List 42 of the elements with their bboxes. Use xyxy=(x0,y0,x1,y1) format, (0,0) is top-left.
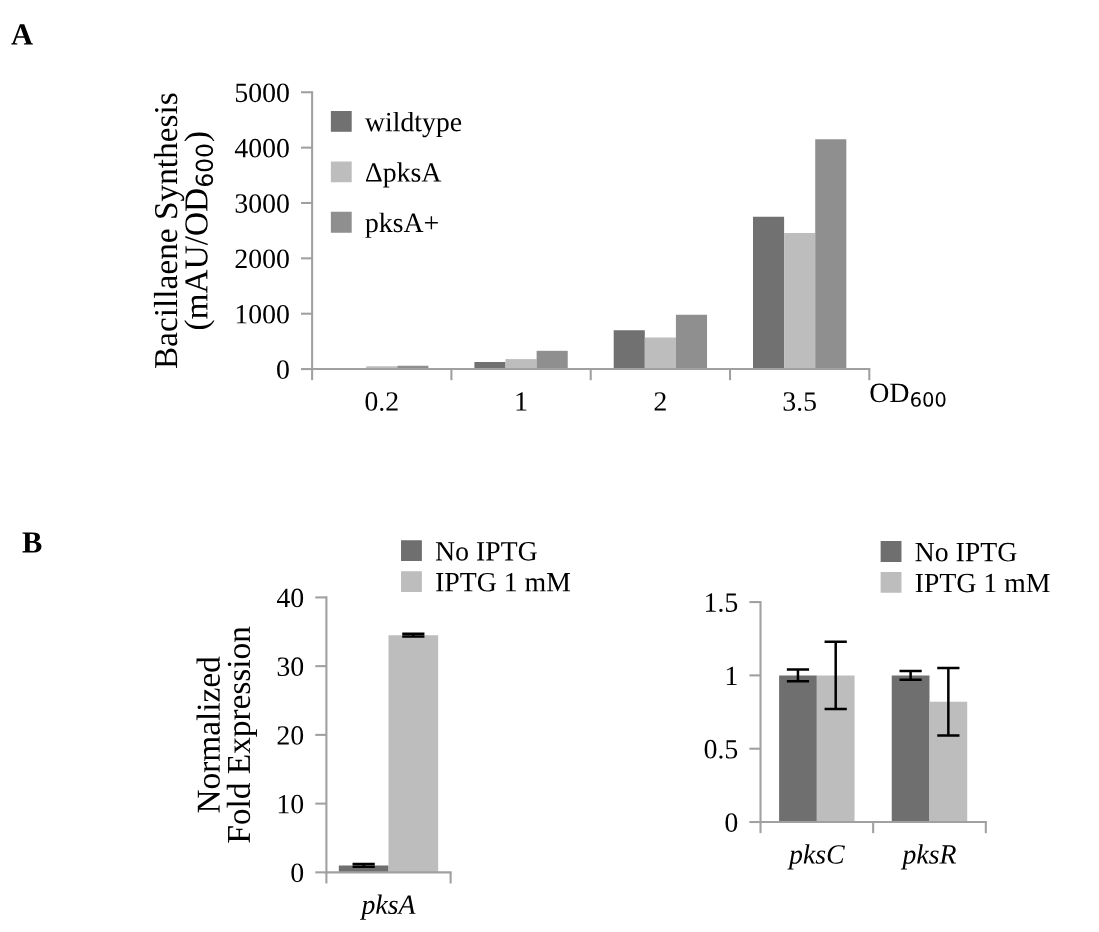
y-tick-label: 40 xyxy=(276,588,304,608)
bar xyxy=(613,330,645,370)
bar xyxy=(675,314,708,370)
x-axis-title: OD$_{600}$ xyxy=(870,383,946,407)
x-tick-label: 0.2 xyxy=(365,392,398,411)
y-tick-label: 1000 xyxy=(236,304,289,324)
text: B xyxy=(22,532,42,553)
bar xyxy=(644,337,676,370)
x-tick-label: pksC xyxy=(787,844,845,870)
x-tick-label: pksR xyxy=(900,844,957,870)
legend-label: wildtype xyxy=(364,111,462,138)
bar xyxy=(536,350,568,370)
y-tick-label: 30 xyxy=(277,657,304,677)
legend-label: ΔpksA xyxy=(365,162,442,188)
bar xyxy=(752,216,785,370)
x-tick-label: 3.5 xyxy=(783,392,816,411)
x-tick-label: 1 xyxy=(516,392,527,411)
y-tick-label: 0.5 xyxy=(704,739,738,759)
bar xyxy=(505,359,537,370)
y-tick-label: 10 xyxy=(278,794,304,814)
y-axis-title: Normalized Fold Expression xyxy=(196,626,257,843)
bar xyxy=(784,232,816,370)
y-axis-title: Bacillaene Synthesis (mAU/OD$_{600}$) xyxy=(153,93,215,369)
legend-label: pksA+ xyxy=(365,212,438,238)
text: A xyxy=(11,24,33,45)
y-tick-label: 2000 xyxy=(235,249,289,269)
y-tick-label: 4000 xyxy=(234,138,289,158)
y-tick-label: 1 xyxy=(726,666,737,686)
y-tick-label: 20 xyxy=(277,726,304,745)
y-tick-label: 1.5 xyxy=(706,593,738,613)
legend-label: No IPTG xyxy=(915,542,1017,562)
legend-label: No IPTG xyxy=(435,541,537,561)
legend-label: IPTG 1 mM xyxy=(436,572,571,592)
bar xyxy=(815,139,847,370)
y-tick-label: 5000 xyxy=(235,83,289,103)
x-tick-label: 2 xyxy=(654,392,666,411)
y-tick-label: 0 xyxy=(291,863,304,883)
y-tick-label: 0 xyxy=(277,360,289,379)
y-tick-label: 3000 xyxy=(235,194,289,213)
legend-label: IPTG 1 mM xyxy=(915,573,1050,593)
x-tick-label: pksA xyxy=(359,894,416,920)
y-tick-label: 0 xyxy=(725,813,738,832)
